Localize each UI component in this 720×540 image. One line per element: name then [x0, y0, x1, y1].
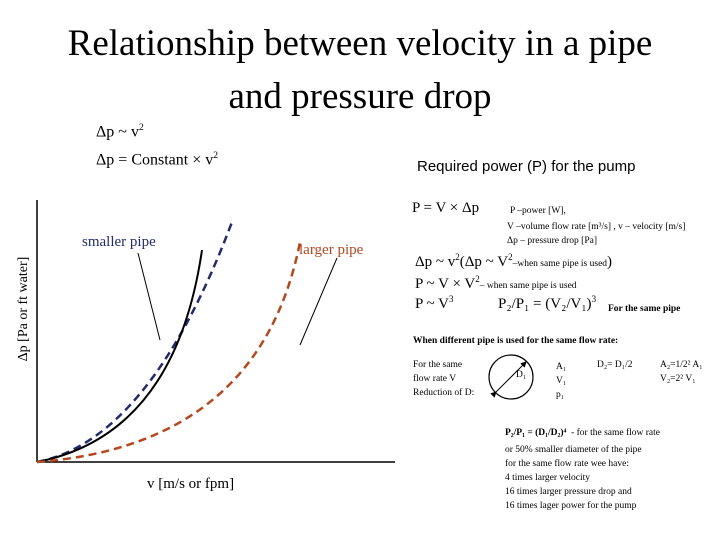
relation-same-pipe-note: For the same pipe — [608, 304, 681, 314]
relation-dp-v2: Δp ~ v2(Δp ~ V2–when same pipe is used) — [415, 252, 613, 270]
volume-definition: V –volume flow rate [m³/s] , v – velocit… — [507, 222, 686, 232]
pressure-definition: Δp – pressure drop [Pa] — [507, 236, 598, 246]
x-axis-label: v [m/s or fpm] — [147, 476, 235, 492]
pressure-p1: p₁ — [556, 390, 565, 400]
relation-power-ratio: P₂/P₁ = (V₂/V₁)3 — [498, 294, 597, 312]
y-axis-label: Δp [Pa or ft water] — [16, 256, 31, 362]
same-flow-text-1: For the same — [413, 360, 463, 370]
diameter-d2: D₂= D₁/2 — [597, 360, 633, 370]
power-heading: Required power (P) for the pump — [417, 158, 636, 175]
note-line-1: or 50% smaller diameter of the pipe — [505, 445, 642, 455]
note-line-4: 16 times larger pressure drop and — [505, 487, 632, 497]
circle-d1-label: D₁ — [516, 370, 527, 380]
formula-constant: Δp = Constant × v2 — [96, 150, 219, 169]
note-line-5: 16 times lager power for the pump — [505, 501, 637, 511]
smaller-pipe-dashed-curve — [36, 221, 234, 464]
same-flow-text-3: Reduction of D: — [413, 388, 475, 398]
power-equation: P = V × Δp — [412, 200, 480, 216]
relation-p-v3: P ~ V3 — [415, 294, 454, 312]
title-line-2: and pressure drop — [228, 76, 492, 117]
note-line-2: for the same flow rate wee have: — [505, 459, 629, 469]
velocity-v2: V₂=2² V₁ — [660, 374, 696, 384]
smaller-pipe-label: smaller pipe — [82, 234, 156, 250]
area-a2: A₂=1/2² A₁ — [660, 360, 703, 370]
power-definition: P –power [W], — [510, 206, 566, 216]
larger-pipe-dashed-curve — [36, 241, 302, 464]
smaller-pipe-pointer — [137, 252, 161, 341]
formula-proportional: Δp ~ v2 — [96, 122, 144, 141]
larger-pipe-label: larger pipe — [299, 242, 364, 258]
pipe-circle-icon — [488, 354, 534, 400]
note-line-3: 4 times larger velocity — [505, 473, 591, 483]
area-a1: A₁ — [556, 362, 567, 372]
different-pipe-heading: When different pipe is used for the same… — [413, 336, 619, 346]
relation-p-vv2: P ~ V × V2– when same pipe is used — [415, 274, 577, 292]
diameter-arrow-icon — [490, 361, 527, 398]
velocity-v1: V₁ — [556, 376, 567, 386]
black-curve — [36, 249, 203, 463]
diameter-power-ratio: P₂/P₁ = (D₁/D₂)⁴ - for the same flow rat… — [505, 428, 660, 438]
same-flow-text-2: flow rate V — [413, 374, 457, 384]
larger-pipe-pointer — [299, 257, 338, 346]
title-line-1: Relationship between velocity in a pipe — [67, 23, 653, 64]
